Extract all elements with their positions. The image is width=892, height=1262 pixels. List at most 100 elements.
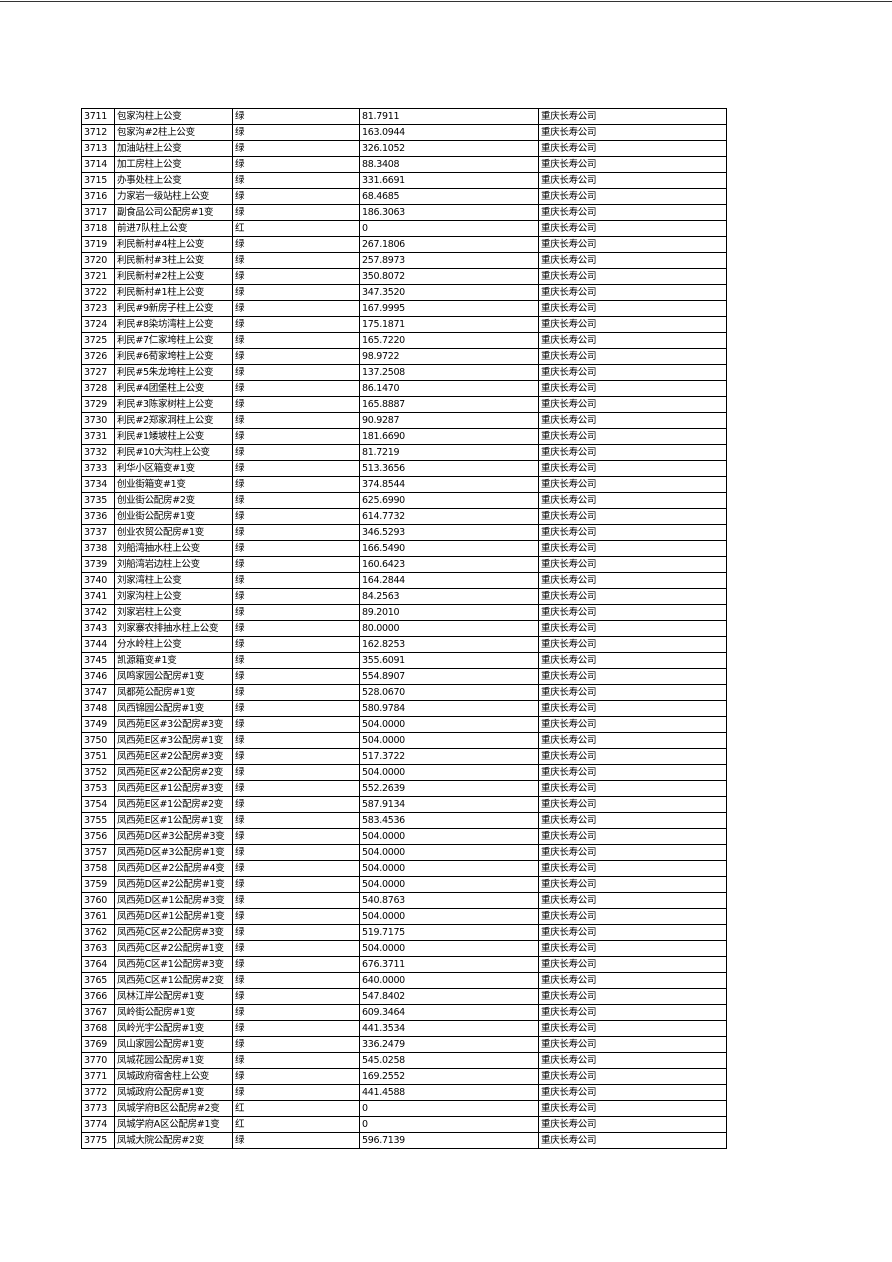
status: 绿: [232, 412, 360, 429]
table-row: 3755 凤西苑E区#1公配房#1变绿 583.4536 重庆长寿公司: [81, 812, 727, 829]
row-id: 3724: [81, 316, 115, 333]
station-name: 凤西苑C区#1公配房#3变: [114, 956, 233, 973]
value: 98.9722: [359, 348, 539, 365]
station-name: 加油站柱上公变: [114, 140, 233, 157]
value: 504.0000: [359, 860, 539, 877]
row-id: 3774: [81, 1116, 115, 1133]
value: 331.6691: [359, 172, 539, 189]
status: 绿: [232, 1052, 360, 1069]
station-name: 利民#3陈家树柱上公变: [114, 396, 233, 413]
station-name: 刘家沟柱上公变: [114, 588, 233, 605]
status: 绿: [232, 1036, 360, 1053]
value: 374.8544: [359, 476, 539, 493]
row-id: 3764: [81, 956, 115, 973]
station-name: 利民#5朱龙垮柱上公变: [114, 364, 233, 381]
table-row: 3750 凤西苑E区#3公配房#1变绿 504.0000 重庆长寿公司: [81, 732, 727, 749]
row-id: 3732: [81, 444, 115, 461]
station-name: 加工房柱上公变: [114, 156, 233, 173]
station-name: 凤城学府A区公配房#1变: [114, 1116, 233, 1133]
company: 重庆长寿公司: [538, 860, 727, 877]
value: 181.6690: [359, 428, 539, 445]
status: 绿: [232, 972, 360, 989]
status: 绿: [232, 668, 360, 685]
table-body: 3711 包家沟柱上公变绿 81.7911 重庆长寿公司 3712 包家沟#2柱上公变绿 1…: [81, 108, 727, 1149]
table-row: 3763 凤西苑C区#2公配房#1变绿 504.0000 重庆长寿公司: [81, 940, 727, 957]
row-id: 3753: [81, 780, 115, 797]
status: 绿: [232, 108, 360, 125]
table-row: 3775 凤城大院公配房#2变绿 596.7139 重庆长寿公司: [81, 1132, 727, 1149]
value: 350.8072: [359, 268, 539, 285]
row-id: 3754: [81, 796, 115, 813]
status: 绿: [232, 492, 360, 509]
table-row: 3739 刘船湾岩边柱上公变绿 160.6423 重庆长寿公司: [81, 556, 727, 573]
value: 441.3534: [359, 1020, 539, 1037]
status: 绿: [232, 524, 360, 541]
station-name: 利华小区箱变#1变: [114, 460, 233, 477]
value: 609.3464: [359, 1004, 539, 1021]
station-name: 凤山家园公配房#1变: [114, 1036, 233, 1053]
table-row: 3749 凤西苑E区#3公配房#3变绿 504.0000 重庆长寿公司: [81, 716, 727, 733]
table-row: 3729 利民#3陈家树柱上公变绿 165.8887 重庆长寿公司: [81, 396, 727, 413]
value: 80.0000: [359, 620, 539, 637]
value: 547.8402: [359, 988, 539, 1005]
row-id: 3718: [81, 220, 115, 237]
value: 257.8973: [359, 252, 539, 269]
company: 重庆长寿公司: [538, 732, 727, 749]
value: 580.9784: [359, 700, 539, 717]
company: 重庆长寿公司: [538, 652, 727, 669]
table-row: 3712 包家沟#2柱上公变绿 163.0944 重庆长寿公司: [81, 124, 727, 141]
row-id: 3711: [81, 108, 115, 125]
status: 绿: [232, 396, 360, 413]
company: 重庆长寿公司: [538, 700, 727, 717]
table-row: 3748 凤西锦园公配房#1变绿 580.9784 重庆长寿公司: [81, 700, 727, 717]
value: 346.5293: [359, 524, 539, 541]
value: 164.2844: [359, 572, 539, 589]
status: 绿: [232, 764, 360, 781]
company: 重庆长寿公司: [538, 716, 727, 733]
row-id: 3715: [81, 172, 115, 189]
station-name: 凤鸣家园公配房#1变: [114, 668, 233, 685]
station-name: 凤西苑D区#1公配房#1变: [114, 908, 233, 925]
table-row: 3754 凤西苑E区#1公配房#2变绿 587.9134 重庆长寿公司: [81, 796, 727, 813]
company: 重庆长寿公司: [538, 476, 727, 493]
table-row: 3742 刘家岩柱上公变绿 89.2010 重庆长寿公司: [81, 604, 727, 621]
status: 绿: [232, 908, 360, 925]
row-id: 3729: [81, 396, 115, 413]
row-id: 3731: [81, 428, 115, 445]
status: 绿: [232, 508, 360, 525]
station-name: 利民#7仁家垮柱上公变: [114, 332, 233, 349]
company: 重庆长寿公司: [538, 444, 727, 461]
table-row: 3737 创业农贸公配房#1变绿 346.5293 重庆长寿公司: [81, 524, 727, 541]
company: 重庆长寿公司: [538, 636, 727, 653]
station-name: 凤西苑D区#3公配房#1变: [114, 844, 233, 861]
row-id: 3748: [81, 700, 115, 717]
company: 重庆长寿公司: [538, 1132, 727, 1149]
company: 重庆长寿公司: [538, 988, 727, 1005]
company: 重庆长寿公司: [538, 140, 727, 157]
row-id: 3726: [81, 348, 115, 365]
status: 绿: [232, 940, 360, 957]
value: 441.4588: [359, 1084, 539, 1101]
company: 重庆长寿公司: [538, 348, 727, 365]
table-row: 3715 办事处柱上公变绿 331.6691 重庆长寿公司: [81, 172, 727, 189]
status: 绿: [232, 828, 360, 845]
value: 552.2639: [359, 780, 539, 797]
station-name: 凯源箱变#1变: [114, 652, 233, 669]
status: 绿: [232, 1132, 360, 1149]
company: 重庆长寿公司: [538, 540, 727, 557]
value: 81.7911: [359, 108, 539, 125]
station-name: 利民#2郑家洞柱上公变: [114, 412, 233, 429]
status: 绿: [232, 732, 360, 749]
company: 重庆长寿公司: [538, 236, 727, 253]
row-id: 3767: [81, 1004, 115, 1021]
row-id: 3728: [81, 380, 115, 397]
status: 绿: [232, 540, 360, 557]
value: 504.0000: [359, 940, 539, 957]
company: 重庆长寿公司: [538, 204, 727, 221]
value: 336.2479: [359, 1036, 539, 1053]
row-id: 3765: [81, 972, 115, 989]
value: 517.3722: [359, 748, 539, 765]
value: 504.0000: [359, 844, 539, 861]
value: 169.2552: [359, 1068, 539, 1085]
station-name: 凤西锦园公配房#1变: [114, 700, 233, 717]
